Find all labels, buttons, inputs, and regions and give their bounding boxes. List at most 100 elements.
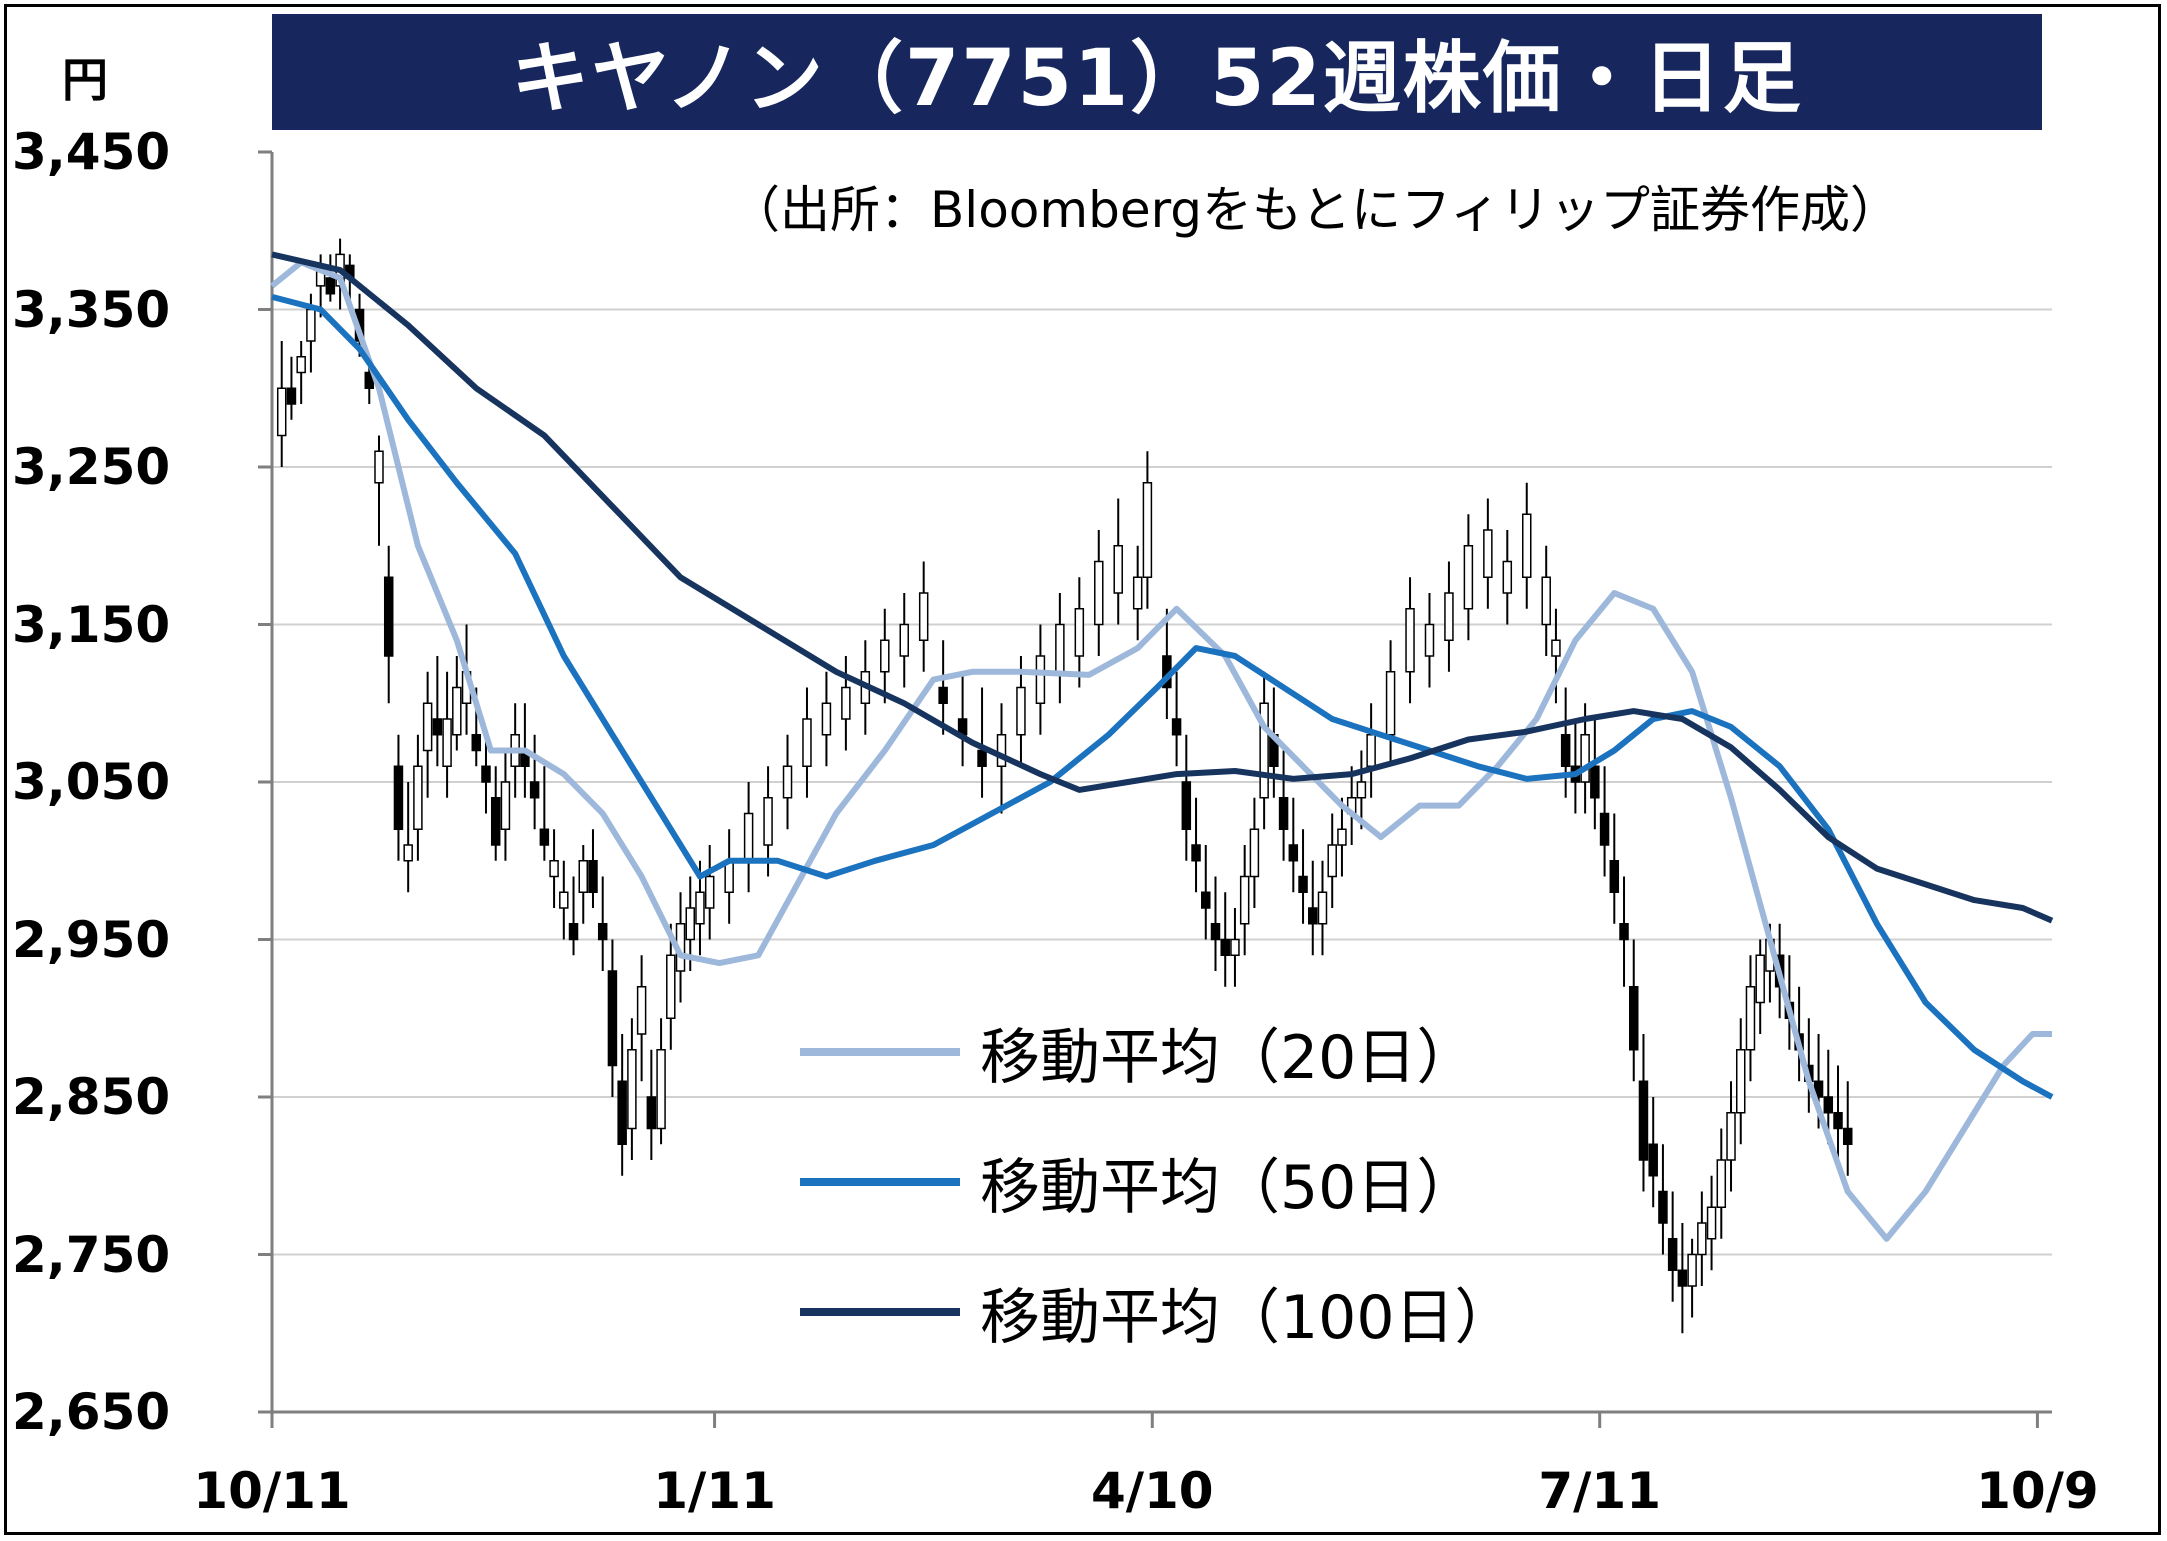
candle-body: [1035, 655, 1046, 704]
candle-body: [578, 860, 589, 893]
candle-body: [1541, 576, 1551, 626]
candle: [1697, 1191, 1707, 1286]
candle: [1074, 577, 1085, 688]
candle-body: [529, 781, 540, 799]
chart-title: キヤノン（7751）52週株価・日足: [272, 14, 2042, 130]
candle-body: [1132, 576, 1143, 610]
candle: [422, 671, 433, 798]
candle: [452, 656, 462, 751]
candle-body: [1220, 938, 1230, 956]
candle-body: [782, 765, 793, 799]
candle-body: [1609, 860, 1620, 893]
candle: [1745, 955, 1756, 1082]
legend-item-ma20: 移動平均（20日）: [800, 1012, 1476, 1093]
candle-body: [296, 356, 306, 374]
candle-body: [685, 907, 696, 941]
candle-body: [588, 860, 598, 893]
legend-item-ma100: 移動平均（100日）: [800, 1272, 1515, 1353]
candle: [490, 766, 501, 861]
ma-line-20: [270, 259, 2052, 1242]
candle-body: [306, 308, 316, 342]
y-tick-label: 2,750: [12, 1225, 171, 1284]
candle-body: [422, 702, 433, 752]
candle-body: [1181, 781, 1192, 830]
candle: [1590, 719, 1600, 830]
candle-body: [1191, 844, 1201, 862]
x-tick-label: 4/10: [1090, 1462, 1214, 1520]
legend-swatch-ma20: [800, 1048, 960, 1056]
candle-body: [1385, 671, 1396, 736]
candle: [1171, 671, 1182, 767]
candle-body: [539, 828, 550, 846]
candle: [1259, 671, 1269, 830]
candle: [1687, 1238, 1697, 1318]
candle: [393, 734, 404, 861]
candle: [1648, 1097, 1658, 1208]
candle-body: [452, 686, 462, 736]
candle: [1560, 687, 1571, 798]
candle: [1658, 1144, 1668, 1255]
legend-swatch-ma100: [800, 1308, 960, 1316]
legend-label-ma20: 移動平均（20日）: [980, 1022, 1477, 1093]
candle-body: [1366, 734, 1376, 767]
candle-body: [646, 1096, 657, 1130]
candle: [403, 782, 413, 893]
candle-body: [1658, 1190, 1668, 1224]
candle: [1113, 498, 1123, 625]
axes: [270, 152, 2052, 1428]
candle-body: [276, 387, 287, 437]
candle-body: [1599, 812, 1610, 846]
candle: [1356, 750, 1367, 830]
candle: [1035, 624, 1046, 735]
candle-body: [1638, 1080, 1649, 1161]
candle-body: [1648, 1143, 1658, 1177]
candle: [568, 876, 579, 956]
candle-body: [1016, 686, 1026, 736]
candle-body: [627, 1049, 637, 1130]
candle-body: [1560, 734, 1571, 767]
candle: [578, 845, 589, 924]
candle-body: [1697, 1222, 1707, 1256]
candle: [1609, 813, 1620, 924]
candle: [325, 254, 336, 302]
candle-body: [1171, 718, 1182, 736]
ma-line-50: [271, 293, 2054, 1100]
candle-body: [1735, 1049, 1746, 1114]
candle-body: [938, 686, 948, 704]
candle-body: [1590, 765, 1600, 799]
candle: [1181, 734, 1192, 861]
candle: [1366, 703, 1376, 798]
candle: [1599, 766, 1610, 877]
candle: [286, 356, 297, 420]
candle-body: [899, 623, 909, 657]
candle-body: [597, 923, 608, 941]
candle-body: [1522, 513, 1532, 578]
candle: [1716, 1128, 1727, 1239]
candle: [802, 687, 812, 798]
candle: [1551, 608, 1561, 704]
candle: [1483, 498, 1493, 609]
candle: [539, 766, 550, 861]
candle-body: [656, 1049, 666, 1130]
candle: [559, 860, 569, 940]
candle: [1308, 860, 1318, 956]
candle: [529, 734, 540, 830]
candle: [1346, 766, 1357, 845]
candle: [918, 561, 929, 672]
candle: [1502, 530, 1513, 625]
candle-body: [393, 765, 404, 830]
candle-body: [1619, 923, 1629, 941]
candle: [899, 593, 909, 688]
candle: [656, 1018, 666, 1145]
moving-average-lines: [270, 251, 2054, 1242]
candle: [1239, 845, 1250, 956]
y-tick-label: 2,950: [12, 910, 171, 969]
candle-body: [481, 765, 491, 783]
candle: [1667, 1191, 1678, 1302]
candle-body: [1308, 907, 1318, 925]
candle: [666, 923, 676, 1050]
candle-body: [821, 702, 832, 736]
candle-body: [1745, 986, 1756, 1051]
candle: [627, 1018, 637, 1160]
candle: [1522, 482, 1532, 609]
